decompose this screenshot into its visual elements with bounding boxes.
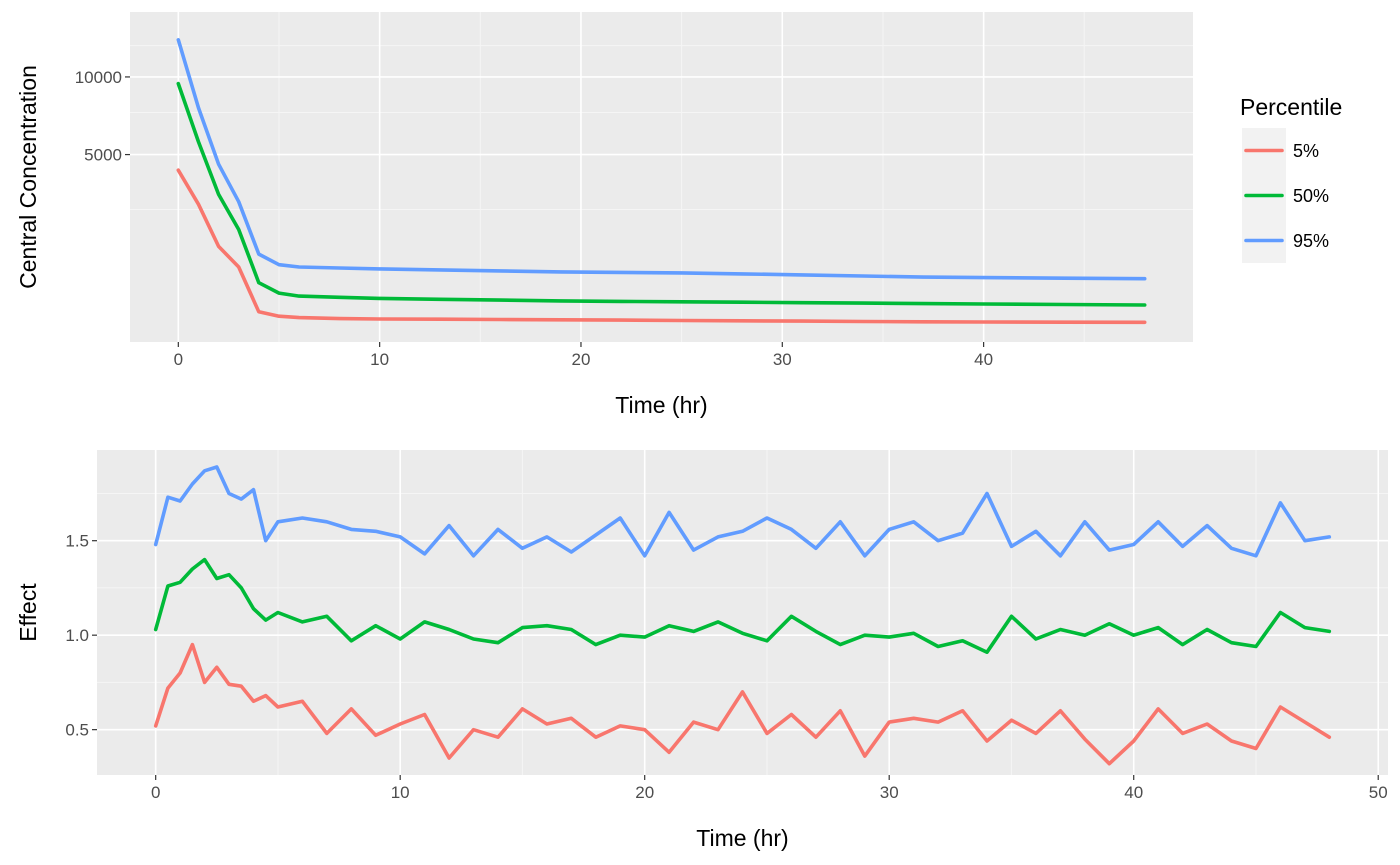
- x-tick-label: 0: [151, 783, 160, 802]
- y-tick-label: 1.0: [65, 626, 89, 645]
- x-tick-label: 50: [1369, 783, 1388, 802]
- series-line-0: [153, 642, 1332, 766]
- x-axis-title: Time (hr): [696, 825, 788, 851]
- x-tick-label: 30: [880, 783, 899, 802]
- x-tick-label: 10: [370, 350, 389, 369]
- legend-label: 50%: [1293, 186, 1329, 206]
- y-tick-label: 5000: [84, 146, 122, 165]
- legend: Percentile 5% 50% 95%: [1240, 94, 1342, 263]
- y-axis-title: Central Concentration: [15, 65, 41, 289]
- series-line-2: [153, 465, 1332, 558]
- series-line-1: [153, 557, 1332, 655]
- legend-label: 95%: [1293, 231, 1329, 251]
- y-tick-label: 0.5: [65, 721, 89, 740]
- concentration-plot: 0 10 20 30 40 10000 5000 Time (hr) Central Conce…: [15, 12, 1193, 418]
- x-tick-label: 10: [391, 783, 410, 802]
- x-tick-label: 0: [174, 350, 183, 369]
- y-tick-label: 1.5: [65, 532, 89, 551]
- x-tick-label: 30: [773, 350, 792, 369]
- y-tick-label: 10000: [75, 68, 122, 87]
- x-tick-label: 40: [974, 350, 993, 369]
- x-axis-title: Time (hr): [615, 392, 707, 418]
- effect-plot: 0 10 20 30 40 50 0.5 1.0 1.5 Time (hr) Effect: [15, 450, 1388, 851]
- series-line-0: [176, 168, 1147, 325]
- series-line-1: [176, 81, 1147, 307]
- y-axis-title: Effect: [15, 583, 41, 642]
- legend-label: 5%: [1293, 141, 1319, 161]
- legend-title: Percentile: [1240, 94, 1342, 120]
- x-tick-label: 20: [572, 350, 591, 369]
- x-tick-label: 20: [635, 783, 654, 802]
- plot-background: [97, 450, 1388, 775]
- x-tick-label: 40: [1124, 783, 1143, 802]
- series-line-2: [176, 37, 1147, 281]
- plot-background: [130, 12, 1193, 342]
